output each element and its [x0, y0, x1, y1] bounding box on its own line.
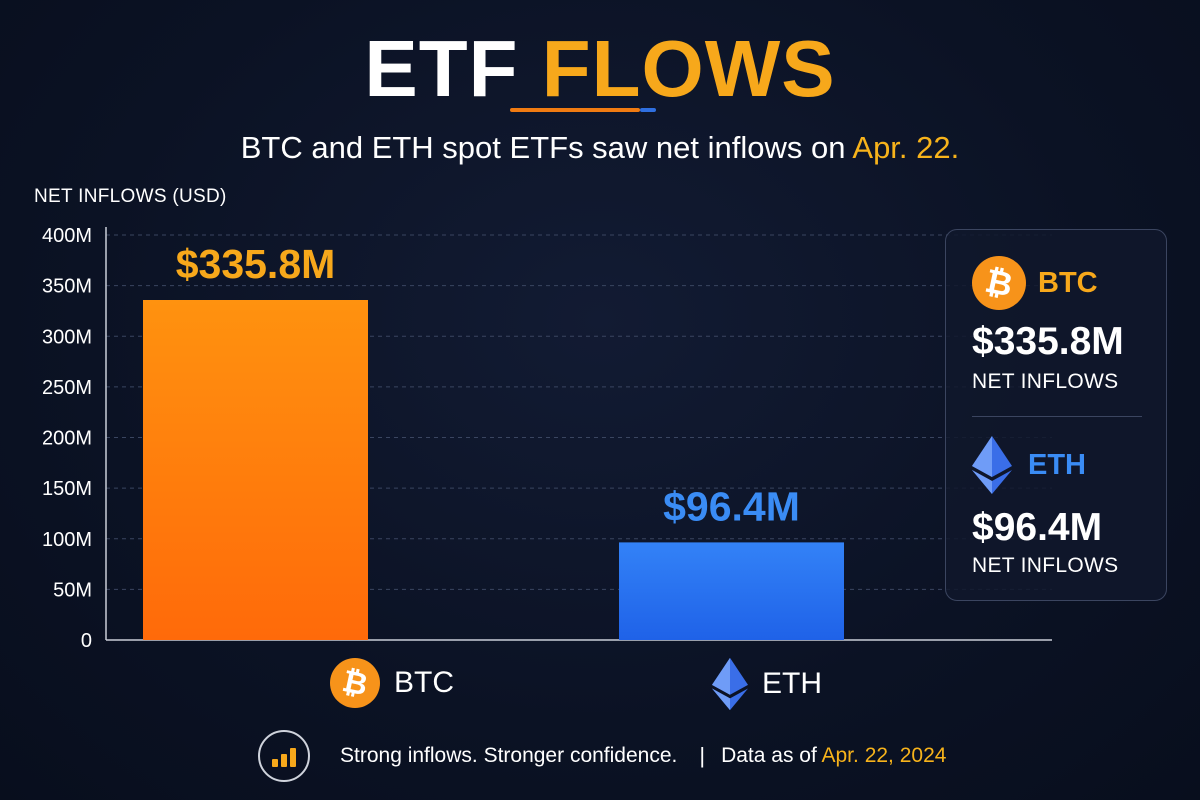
subtitle-date: Apr. 22.: [852, 130, 960, 165]
bar-eth: [619, 542, 844, 640]
ethereum-icon: [972, 436, 1012, 494]
footer: Strong inflows. Stronger confidence. | D…: [258, 730, 946, 782]
panel-eth-amount: $96.4M: [972, 506, 1103, 549]
footer-tagline: Strong inflows. Stronger confidence.: [340, 744, 678, 767]
ethereum-icon: [712, 657, 748, 711]
panel-eth-header: ETH: [972, 436, 1086, 494]
subtitle: BTC and ETH spot ETFs saw net inflows on…: [0, 130, 1200, 166]
title-underline-blue: [640, 108, 656, 112]
title-flows: FLOWS: [541, 24, 836, 113]
bar-value-label-btc: $335.8M: [176, 241, 336, 287]
panel-eth-caption: NET INFLOWS: [972, 554, 1119, 577]
footer-data-note: Data as of Apr. 22, 2024: [721, 744, 946, 768]
bitcoin-icon: ₿: [972, 256, 1026, 310]
panel-btc-amount: $335.8M: [972, 320, 1124, 363]
panel-btc-label: BTC: [1038, 266, 1098, 299]
title: ETF FLOWS: [0, 24, 1200, 114]
panel-btc-header: ₿ BTC: [972, 256, 1098, 310]
legend-eth-label: ETH: [762, 667, 822, 700]
y-tick-label: 200M: [42, 428, 92, 450]
title-underline-orange: [510, 108, 640, 112]
y-tick-label: 150M: [42, 478, 92, 500]
legend-btc: ₿ BTC: [330, 658, 454, 708]
summary-panel: ₿ BTC $335.8M NET INFLOWS ETH $96.4M NET…: [945, 229, 1167, 601]
legend-btc-label: BTC: [394, 666, 454, 699]
y-axis-title: NET INFLOWS (USD): [34, 186, 227, 207]
y-tick-label: 250M: [42, 377, 92, 399]
y-tick-label: 350M: [42, 276, 92, 298]
footer-data-prefix: Data as of: [721, 744, 817, 767]
legend-eth: ETH: [712, 656, 822, 712]
bar-btc: [143, 300, 368, 640]
bar-value-label-eth: $96.4M: [663, 483, 800, 529]
bitcoin-icon: ₿: [330, 658, 380, 708]
subtitle-text: BTC and ETH spot ETFs saw net inflows on: [240, 130, 846, 165]
panel-btc-caption: NET INFLOWS: [972, 370, 1119, 393]
y-tick-label: 50M: [53, 579, 92, 601]
title-etf: ETF: [364, 24, 519, 113]
footer-separator: |: [699, 743, 706, 768]
panel-divider: [972, 416, 1142, 417]
y-tick-label: 100M: [42, 529, 92, 551]
y-tick-label: 400M: [42, 225, 92, 247]
y-tick-label: 300M: [42, 326, 92, 348]
panel-eth-label: ETH: [1028, 448, 1086, 481]
bar-chart-icon: [258, 730, 310, 782]
footer-data-date: Apr. 22, 2024: [821, 744, 947, 767]
y-tick-label: 0: [81, 630, 92, 652]
